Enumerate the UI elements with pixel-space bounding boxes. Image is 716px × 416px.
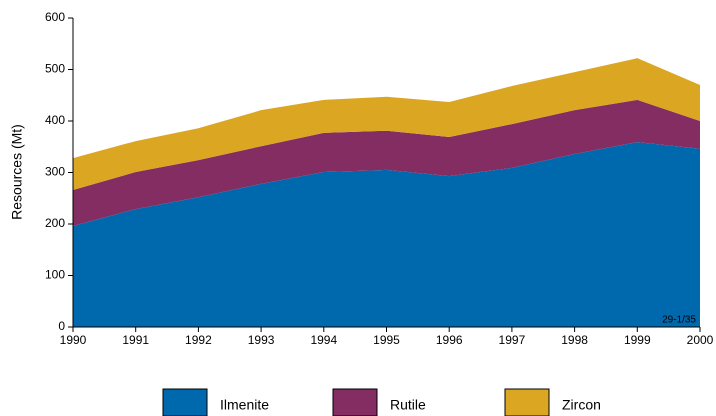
legend-label: Rutile	[390, 397, 426, 413]
x-tick-label: 1998	[561, 333, 588, 347]
x-tick-label: 1999	[624, 333, 651, 347]
y-tick-label: 200	[45, 216, 65, 230]
legend-swatch	[504, 388, 550, 416]
area	[73, 99, 700, 227]
y-tick-label: 0	[58, 319, 65, 333]
plot-area	[73, 58, 700, 327]
y-tick-label: 300	[45, 165, 65, 179]
x-tick-label: 1997	[499, 333, 526, 347]
y-tick-label: 100	[45, 268, 65, 282]
y-axis-title: Resources (Mt)	[9, 124, 25, 220]
legend-swatch	[162, 388, 208, 416]
x-tick-label: 1991	[122, 333, 149, 347]
legend-swatch	[332, 388, 378, 416]
legend-label: Zircon	[562, 397, 601, 413]
x-tick-label: 1993	[248, 333, 275, 347]
x-tick-label: 1996	[436, 333, 463, 347]
area	[73, 58, 700, 191]
annotation: 29-1/35	[662, 315, 696, 326]
legend-label: Ilmenite	[220, 397, 269, 413]
area	[73, 142, 700, 327]
y-tick-label: 500	[45, 62, 65, 76]
y-tick-label: 600	[45, 10, 65, 24]
x-tick-label: 1992	[185, 333, 212, 347]
x-tick-label: 1995	[373, 333, 400, 347]
x-tick-label: 1990	[60, 333, 87, 347]
y-tick-label: 400	[45, 113, 65, 127]
x-tick-label: 1994	[310, 333, 337, 347]
x-tick-label: 2000	[687, 333, 714, 347]
